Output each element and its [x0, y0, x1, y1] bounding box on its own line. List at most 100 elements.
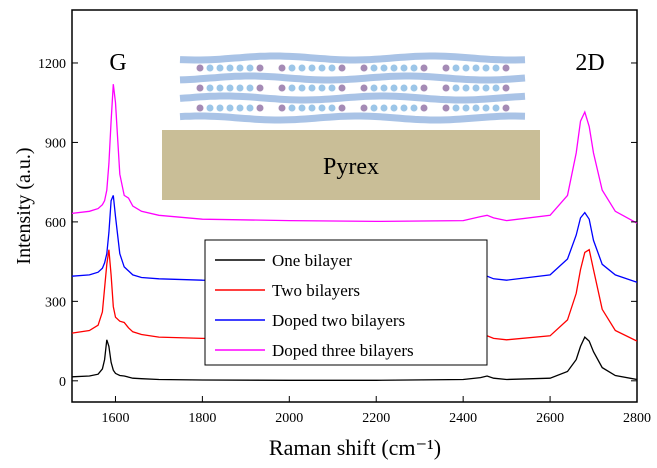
dopant: [226, 84, 234, 92]
peak-label: G: [109, 50, 126, 76]
graphene-layer: [179, 72, 526, 84]
dopant: [360, 104, 368, 112]
peak-label: 2D: [575, 50, 604, 76]
dopant: [236, 84, 244, 92]
dopant: [206, 84, 214, 92]
dopant: [216, 104, 224, 112]
dopant: [452, 84, 460, 92]
dopant: [216, 64, 224, 72]
dopant: [400, 84, 408, 92]
dopant: [390, 64, 398, 72]
y-tick-label: 0: [59, 375, 66, 390]
graphene-layer: [179, 112, 526, 124]
dopant: [246, 64, 254, 72]
dopant: [206, 104, 214, 112]
dopant: [370, 64, 378, 72]
dopant: [462, 64, 470, 72]
dopant: [298, 64, 306, 72]
x-tick-label: 1600: [101, 411, 129, 426]
dopant: [236, 104, 244, 112]
dopant: [236, 64, 244, 72]
dopant: [226, 104, 234, 112]
legend-label: Doped two bilayers: [272, 311, 405, 330]
dopant: [502, 104, 510, 112]
x-tick-label: 2600: [536, 411, 564, 426]
legend-label: Doped three bilayers: [272, 341, 414, 360]
x-tick-label: 2400: [449, 411, 477, 426]
y-tick-label: 600: [45, 216, 66, 231]
dopant: [360, 64, 368, 72]
x-tick-label: 2800: [623, 411, 651, 426]
dopant: [410, 104, 418, 112]
y-axis-label: Intensity (a.u.): [13, 147, 35, 264]
dopant: [410, 64, 418, 72]
dopant: [278, 104, 286, 112]
y-tick-label: 300: [45, 295, 66, 310]
plot-frame: [71, 9, 638, 403]
dopant: [288, 64, 296, 72]
series-line: [71, 84, 638, 224]
dopant: [492, 84, 500, 92]
dopant: [420, 84, 428, 92]
dopant: [380, 104, 388, 112]
y-tick-label: 900: [45, 136, 66, 151]
dopant: [360, 84, 368, 92]
dopant: [338, 84, 346, 92]
x-tick-label: 2200: [362, 411, 390, 426]
x-tick-label: 2000: [275, 411, 303, 426]
dopant: [226, 64, 234, 72]
dopant: [472, 104, 480, 112]
dopant: [452, 64, 460, 72]
dopant: [328, 104, 336, 112]
x-axis-label: Raman shift (cm⁻¹): [269, 435, 441, 460]
dopant: [318, 64, 326, 72]
dopant: [370, 84, 378, 92]
dopant: [420, 104, 428, 112]
graphene-layer: [179, 52, 526, 64]
dopant: [278, 64, 286, 72]
dopant: [216, 84, 224, 92]
dopant: [472, 64, 480, 72]
dopant: [288, 84, 296, 92]
graphene-layer: [179, 92, 526, 104]
series-group: [71, 84, 638, 224]
dopant: [462, 84, 470, 92]
dopant: [400, 104, 408, 112]
dopant: [482, 64, 490, 72]
dopant: [308, 64, 316, 72]
legend-label: Two bilayers: [272, 281, 360, 300]
dopant: [442, 104, 450, 112]
dopant: [380, 84, 388, 92]
dopant: [328, 84, 336, 92]
dopant: [410, 84, 418, 92]
dopant: [288, 104, 296, 112]
y-tick-label: 1200: [38, 57, 66, 72]
dopant: [442, 64, 450, 72]
dopant: [256, 64, 264, 72]
dopant: [338, 104, 346, 112]
dopant: [246, 104, 254, 112]
dopant: [318, 84, 326, 92]
dopant: [502, 84, 510, 92]
dopant: [278, 84, 286, 92]
dopant: [502, 64, 510, 72]
dopant: [420, 64, 428, 72]
dopant: [308, 84, 316, 92]
dopant: [338, 64, 346, 72]
dopant: [298, 84, 306, 92]
dopant: [196, 104, 204, 112]
dopant: [482, 84, 490, 92]
dopant: [380, 64, 388, 72]
dopant: [400, 64, 408, 72]
dopant: [492, 104, 500, 112]
dopant: [452, 104, 460, 112]
dopant: [492, 64, 500, 72]
substrate: [162, 130, 540, 200]
dopant: [196, 84, 204, 92]
dopant: [298, 104, 306, 112]
dopant: [196, 64, 204, 72]
dopant: [390, 84, 398, 92]
legend-label: One bilayer: [272, 251, 352, 270]
inset-diagram: Pyrex: [162, 52, 540, 200]
